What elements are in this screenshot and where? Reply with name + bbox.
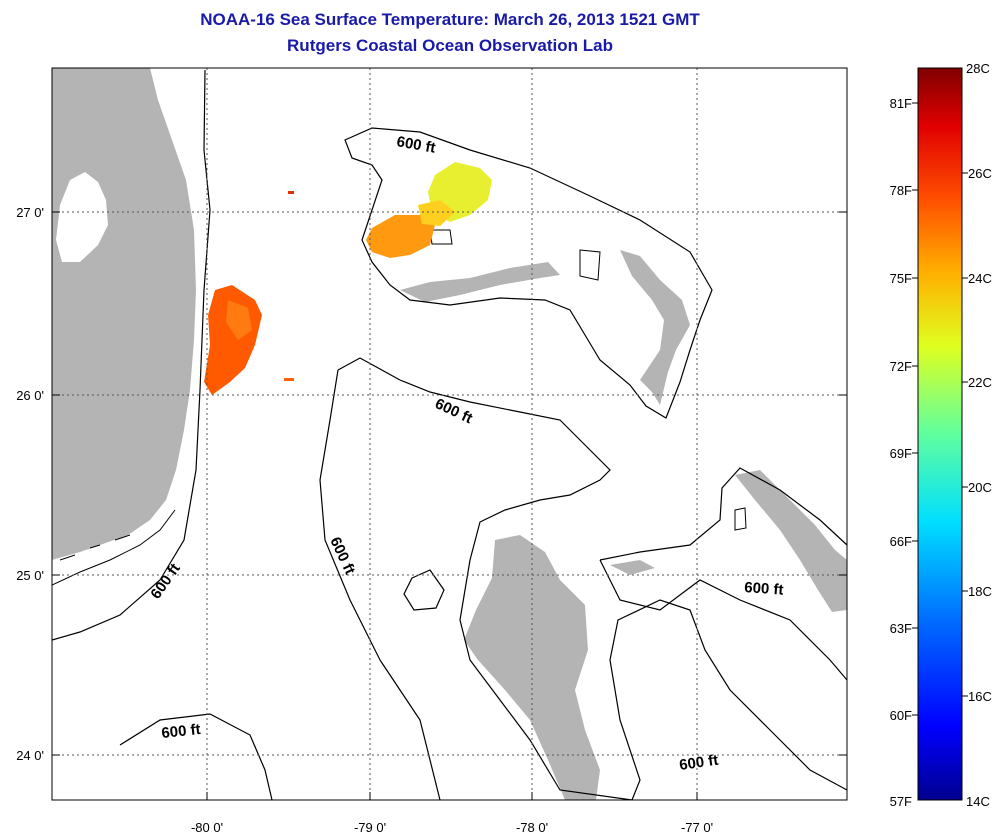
lat-tick-label: 24 0' <box>16 748 44 763</box>
lon-tick-label: -77 0' <box>681 820 713 835</box>
contour-label: 600 ft <box>744 579 784 599</box>
lat-tick-label: 25 0' <box>16 568 44 583</box>
lon-tick-label: -80 0' <box>191 820 223 835</box>
colorbar-c-label: 26C <box>968 166 992 181</box>
colorbar-c-label: 14C <box>966 794 990 809</box>
colorbar-f-label: 63F <box>890 621 912 636</box>
map-title: NOAA-16 Sea Surface Temperature: March 2… <box>200 10 700 29</box>
colorbar <box>917 67 963 801</box>
eleuthera-land <box>735 470 847 612</box>
colorbar-c-label: 22C <box>968 375 992 390</box>
map-subtitle: Rutgers Coastal Ocean Observation Lab <box>287 36 613 55</box>
colorbar-f-label: 66F <box>890 534 912 549</box>
contour-cay-sal <box>119 713 273 800</box>
colorbar-c-label: 18C <box>968 584 992 599</box>
colorbar-f-label: 72F <box>890 359 912 374</box>
grand-bahama-land <box>400 262 560 302</box>
lat-tick-label: 26 0' <box>16 388 44 403</box>
sst-patch-bahama-orange <box>366 215 435 258</box>
colorbar-f-label: 75F <box>890 271 912 286</box>
colorbar-f-label: 81F <box>890 96 912 111</box>
colorbar-c-label: 20C <box>968 480 992 495</box>
contour-label: 600 ft <box>161 721 202 742</box>
florida-keys <box>52 509 176 586</box>
colorbar-c-label: 28C <box>966 61 990 76</box>
map-grid <box>52 68 847 800</box>
map-frame <box>51 67 848 801</box>
colorbar-f-label: 57F <box>890 794 912 809</box>
lon-tick-label: -78 0' <box>516 820 548 835</box>
abaco-land <box>620 250 690 405</box>
lat-tick-label: 27 0' <box>16 205 44 220</box>
colorbar-f-label: 78F <box>890 183 912 198</box>
contour-label: 600 ft <box>678 752 719 774</box>
lon-tick-label: -79 0' <box>354 820 386 835</box>
contour-florida <box>52 69 211 641</box>
contour-little-bahama-bank <box>344 127 713 419</box>
colorbar-f-label: 60F <box>890 708 912 723</box>
lake-okeechobee <box>56 172 108 262</box>
contour-great-bahama-bank <box>337 357 847 800</box>
colorbar-c-label: 16C <box>968 689 992 704</box>
colorbar-c-label: 24C <box>968 271 992 286</box>
colorbar-f-label: 69F <box>890 446 912 461</box>
andros-land <box>464 535 600 800</box>
contour-label: 600 ft <box>395 133 437 157</box>
